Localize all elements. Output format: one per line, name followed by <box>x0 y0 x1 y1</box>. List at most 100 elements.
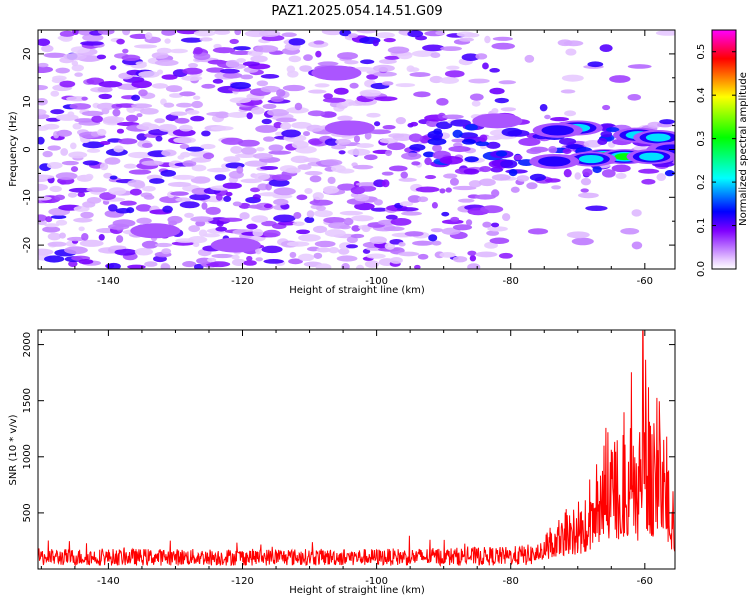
heatmap-cell <box>70 166 79 172</box>
heatmap-cell <box>469 93 484 101</box>
heatmap-cell <box>328 222 350 229</box>
heatmap-cell <box>192 95 201 100</box>
heatmap-cell <box>281 129 301 138</box>
heatmap-cell <box>205 206 221 215</box>
heatmap-cell <box>482 221 492 228</box>
heatmap-cell <box>309 175 322 183</box>
heatmap-cell <box>347 33 359 39</box>
heatmap-cell <box>417 253 429 260</box>
heatmap-cell <box>463 168 480 175</box>
heatmap-cell <box>304 170 323 176</box>
heatmap-cell <box>299 65 312 72</box>
heatmap-cell <box>291 121 312 129</box>
heatmap-cell <box>489 68 500 73</box>
heatmap-cell <box>289 251 297 259</box>
heatmap-cell <box>491 174 511 181</box>
heatmap-cell <box>429 75 443 84</box>
heatmap-cell <box>599 44 613 52</box>
heatmap-cell <box>256 80 269 87</box>
heatmap-cell <box>489 87 505 95</box>
heatmap-cell <box>296 229 310 235</box>
heatmap-cell <box>109 65 117 70</box>
heatmap-cell <box>114 248 137 256</box>
x-tick-label: -140 <box>97 576 120 587</box>
heatmap-cell <box>59 30 75 37</box>
heatmap-cell <box>193 46 203 55</box>
heatmap-cell <box>446 65 460 70</box>
heatmap-cell <box>356 30 379 34</box>
heatmap-cell <box>458 37 474 42</box>
heatmap-cell <box>544 114 551 120</box>
heatmap-cell <box>323 93 333 100</box>
heatmap-cell <box>597 137 608 145</box>
heatmap-cell <box>68 187 93 193</box>
heatmap-cell <box>381 171 394 176</box>
heatmap-cell <box>80 211 94 219</box>
heatmap-cell <box>439 188 446 194</box>
heatmap-cell <box>343 217 354 226</box>
heatmap-cell <box>323 185 340 194</box>
heatmap-cell <box>193 263 204 269</box>
heatmap-cell <box>606 127 620 133</box>
heatmap-cell <box>131 80 153 89</box>
heatmap-cell <box>414 264 421 269</box>
heatmap-cell <box>290 155 310 164</box>
heatmap-cell <box>482 62 489 70</box>
heatmap-cell <box>38 62 49 68</box>
heatmap-cell <box>486 230 500 236</box>
heatmap-cell <box>600 130 613 138</box>
snr-frame <box>37 329 676 570</box>
heatmap-cell <box>143 194 155 200</box>
heatmap-cell <box>38 174 55 180</box>
heatmap-cell <box>430 52 441 59</box>
heatmap-cell <box>320 159 343 166</box>
heatmap-cell <box>170 111 188 116</box>
x-tick-label: -100 <box>365 276 388 287</box>
heatmap-cell <box>154 59 179 66</box>
x-tick-label: -60 <box>637 576 653 587</box>
heatmap-cell <box>372 39 379 47</box>
heatmap-cell <box>201 83 216 89</box>
heatmap-cell <box>221 137 244 145</box>
heatmap-cell <box>56 129 73 137</box>
heatmap-cell <box>384 55 400 60</box>
heatmap-cell <box>308 89 327 94</box>
heatmap-cell <box>316 247 332 253</box>
heatmap-cell <box>291 140 309 149</box>
heatmap-cell <box>379 138 399 144</box>
heatmap-cell <box>99 162 109 171</box>
heatmap-cell <box>184 212 194 218</box>
heatmap-cell <box>611 164 631 173</box>
heatmap-cell <box>78 258 94 265</box>
heatmap-cell <box>331 144 347 150</box>
heatmap-cell <box>72 30 80 36</box>
heatmap-cell <box>489 237 510 245</box>
heatmap-cell <box>563 169 572 178</box>
heatmap-cell <box>478 178 496 187</box>
heatmap-cell <box>186 110 200 115</box>
heatmap-cell <box>564 110 577 117</box>
heatmap-cell <box>129 33 151 39</box>
heatmap-cell <box>240 178 262 184</box>
heatmap-cell <box>268 150 292 155</box>
heatmap-cell <box>136 123 160 131</box>
colorbar-tick-label: 0.0 <box>696 261 707 277</box>
heatmap-cell <box>260 85 281 93</box>
heatmap-cell <box>479 134 488 142</box>
heatmap-cell <box>170 191 189 196</box>
heatmap-cell <box>250 55 268 63</box>
heatmap-cell <box>641 178 656 185</box>
heatmap-cell <box>252 228 264 237</box>
y-tick-label: -20 <box>22 237 33 253</box>
heatmap-cell <box>131 94 141 101</box>
heatmap-cell <box>244 160 268 167</box>
heatmap-cell <box>55 67 70 74</box>
heatmap-peak <box>578 154 604 164</box>
y-tick-label: -10 <box>22 189 33 205</box>
heatmap-cell <box>116 38 125 45</box>
heatmap-cell <box>288 55 302 63</box>
heatmap-cell <box>484 241 498 249</box>
heatmap-cell <box>198 229 208 237</box>
heatmap-cell <box>106 262 121 269</box>
heatmap-cell <box>385 149 392 157</box>
